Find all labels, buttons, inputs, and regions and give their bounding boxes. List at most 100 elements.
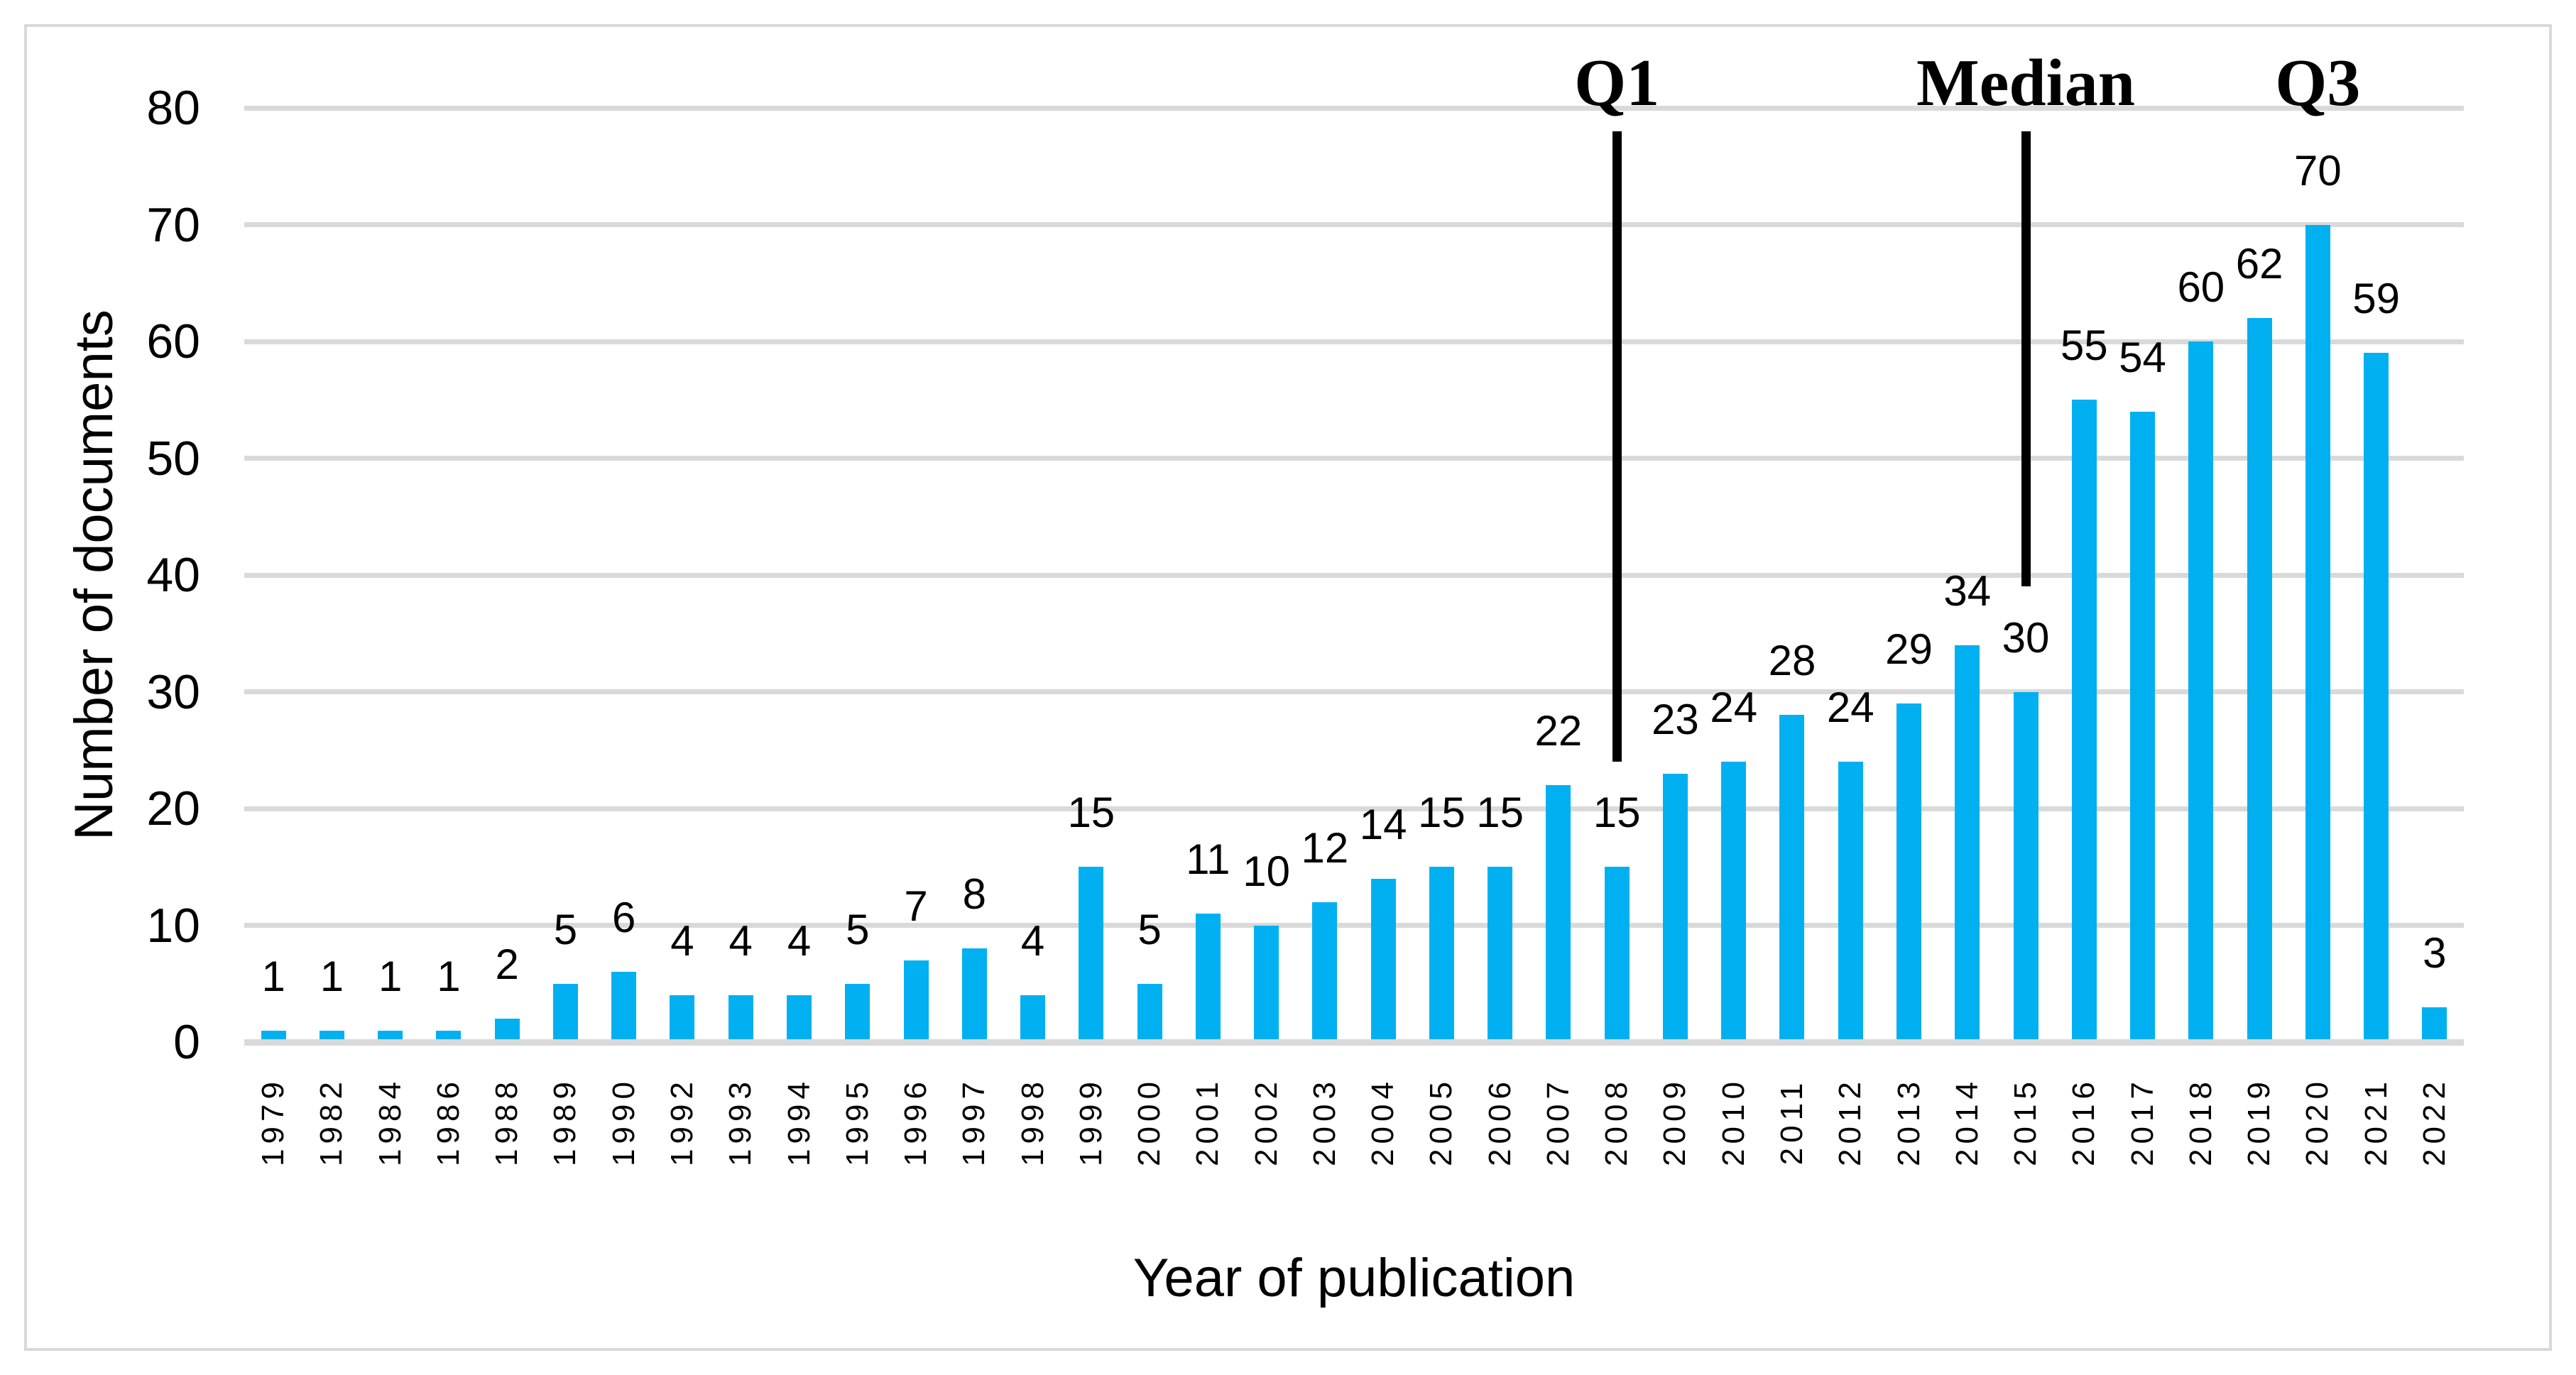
x-tick-label: 1994 bbox=[781, 1077, 817, 1166]
x-tick-label: 2005 bbox=[1424, 1077, 1459, 1166]
y-tick-label: 60 bbox=[146, 314, 200, 368]
x-tick-label: 2007 bbox=[1540, 1077, 1576, 1166]
x-tick-label: 2012 bbox=[1833, 1077, 1868, 1166]
quartile-label-q3: Q3 bbox=[2275, 46, 2361, 120]
y-tick-label: 70 bbox=[146, 197, 200, 252]
bar-value-label: 15 bbox=[1476, 789, 1524, 837]
x-tick-label: 2009 bbox=[1657, 1077, 1693, 1166]
x-tick-label: 2021 bbox=[2358, 1077, 2394, 1166]
x-tick-label: 1998 bbox=[1015, 1077, 1050, 1166]
bar bbox=[1020, 995, 1046, 1042]
bar bbox=[1779, 715, 1805, 1042]
x-tick-label: 2015 bbox=[2008, 1077, 2043, 1166]
bar bbox=[1662, 773, 1688, 1042]
x-tick-label: 2004 bbox=[1365, 1077, 1401, 1166]
y-tick-label: 40 bbox=[146, 548, 200, 602]
x-tick-label: 2018 bbox=[2183, 1077, 2218, 1166]
x-tick-label: 2017 bbox=[2124, 1077, 2160, 1166]
x-tick-label: 2019 bbox=[2242, 1077, 2277, 1166]
gridline bbox=[244, 222, 2464, 227]
x-tick-label: 1979 bbox=[256, 1077, 291, 1166]
x-tick-label: 1982 bbox=[314, 1077, 349, 1166]
x-tick-label: 2003 bbox=[1306, 1077, 1342, 1166]
bar bbox=[552, 983, 578, 1042]
bar bbox=[2013, 691, 2039, 1042]
bar bbox=[1312, 902, 1338, 1042]
bar bbox=[1488, 867, 1513, 1042]
bar-value-label: 12 bbox=[1301, 823, 1349, 872]
bar bbox=[2364, 353, 2389, 1042]
bar bbox=[1370, 878, 1396, 1042]
x-tick-label: 1996 bbox=[898, 1077, 934, 1166]
x-tick-label: 2002 bbox=[1248, 1077, 1284, 1166]
bar-value-label: 1 bbox=[437, 952, 461, 1000]
bar bbox=[378, 1030, 403, 1042]
gridline bbox=[244, 689, 2464, 694]
bar bbox=[2305, 224, 2330, 1042]
bar-value-label: 5 bbox=[846, 905, 870, 953]
bar-value-label: 4 bbox=[1020, 917, 1045, 965]
bar bbox=[1955, 645, 1980, 1042]
bar bbox=[903, 960, 929, 1042]
bar-value-label: 28 bbox=[1768, 637, 1816, 685]
y-tick-label: 20 bbox=[146, 782, 200, 836]
bar bbox=[1546, 785, 1571, 1042]
x-tick-label: 1990 bbox=[606, 1077, 641, 1166]
bar-value-label: 54 bbox=[2119, 333, 2166, 381]
y-tick-label: 10 bbox=[146, 898, 200, 953]
bar-value-label: 4 bbox=[670, 917, 694, 965]
y-tick-label: 0 bbox=[173, 1015, 200, 1069]
x-tick-label: 2000 bbox=[1132, 1077, 1167, 1166]
bar-value-label: 70 bbox=[2293, 146, 2342, 195]
bar bbox=[728, 995, 753, 1042]
bar bbox=[2071, 400, 2097, 1042]
bar-value-label: 5 bbox=[1137, 905, 1162, 953]
x-tick-label: 2011 bbox=[1774, 1078, 1809, 1166]
x-tick-label: 1997 bbox=[956, 1077, 992, 1166]
bar-value-label: 1 bbox=[378, 952, 403, 1000]
x-tick-label: 1984 bbox=[372, 1077, 408, 1166]
bar bbox=[1195, 914, 1221, 1042]
x-tick-label: 1988 bbox=[489, 1077, 525, 1166]
x-tick-label: 1995 bbox=[839, 1077, 875, 1166]
bar bbox=[1254, 925, 1279, 1042]
bar-value-label: 10 bbox=[1243, 847, 1290, 895]
bar-value-label: 1 bbox=[320, 952, 344, 1000]
bar-value-label: 15 bbox=[1067, 789, 1115, 837]
bar bbox=[2422, 1007, 2447, 1042]
bar bbox=[1429, 867, 1454, 1042]
bar-value-label: 15 bbox=[1418, 789, 1466, 837]
x-axis-title: Year of publication bbox=[1133, 1248, 1576, 1308]
bar bbox=[2130, 411, 2156, 1042]
bar-value-label: 14 bbox=[1359, 800, 1407, 848]
bar bbox=[319, 1030, 344, 1042]
bar-value-label: 59 bbox=[2352, 275, 2400, 323]
x-tick-label: 2020 bbox=[2300, 1077, 2335, 1166]
quartile-line-q1 bbox=[1612, 131, 1622, 762]
x-tick-label: 2013 bbox=[1891, 1077, 1926, 1166]
gridline bbox=[244, 105, 2464, 111]
x-tick-label: 1989 bbox=[547, 1077, 583, 1166]
bar bbox=[1838, 762, 1863, 1042]
bar-value-label: 55 bbox=[2060, 322, 2108, 370]
bar-value-label: 1 bbox=[261, 952, 285, 1000]
bar bbox=[261, 1030, 286, 1042]
quartile-line-median bbox=[2021, 131, 2031, 587]
bar bbox=[1137, 983, 1162, 1042]
x-tick-label: 2016 bbox=[2066, 1077, 2102, 1166]
bar-value-label: 62 bbox=[2235, 240, 2283, 288]
bar bbox=[845, 983, 871, 1042]
y-tick-label: 30 bbox=[146, 664, 200, 719]
bar-value-label: 3 bbox=[2423, 928, 2447, 977]
x-tick-label: 2008 bbox=[1599, 1077, 1634, 1166]
bar bbox=[436, 1030, 462, 1042]
x-axis-line bbox=[244, 1039, 2464, 1046]
bar bbox=[1604, 867, 1630, 1042]
bar-value-label: 2 bbox=[495, 941, 519, 989]
gridline bbox=[244, 572, 2464, 578]
bar-value-label: 29 bbox=[1885, 625, 1933, 673]
bar-value-label: 34 bbox=[1943, 566, 1992, 615]
bar-value-label: 24 bbox=[1826, 684, 1874, 732]
x-tick-label: 2014 bbox=[1949, 1077, 1985, 1166]
y-tick-label: 50 bbox=[146, 431, 200, 486]
